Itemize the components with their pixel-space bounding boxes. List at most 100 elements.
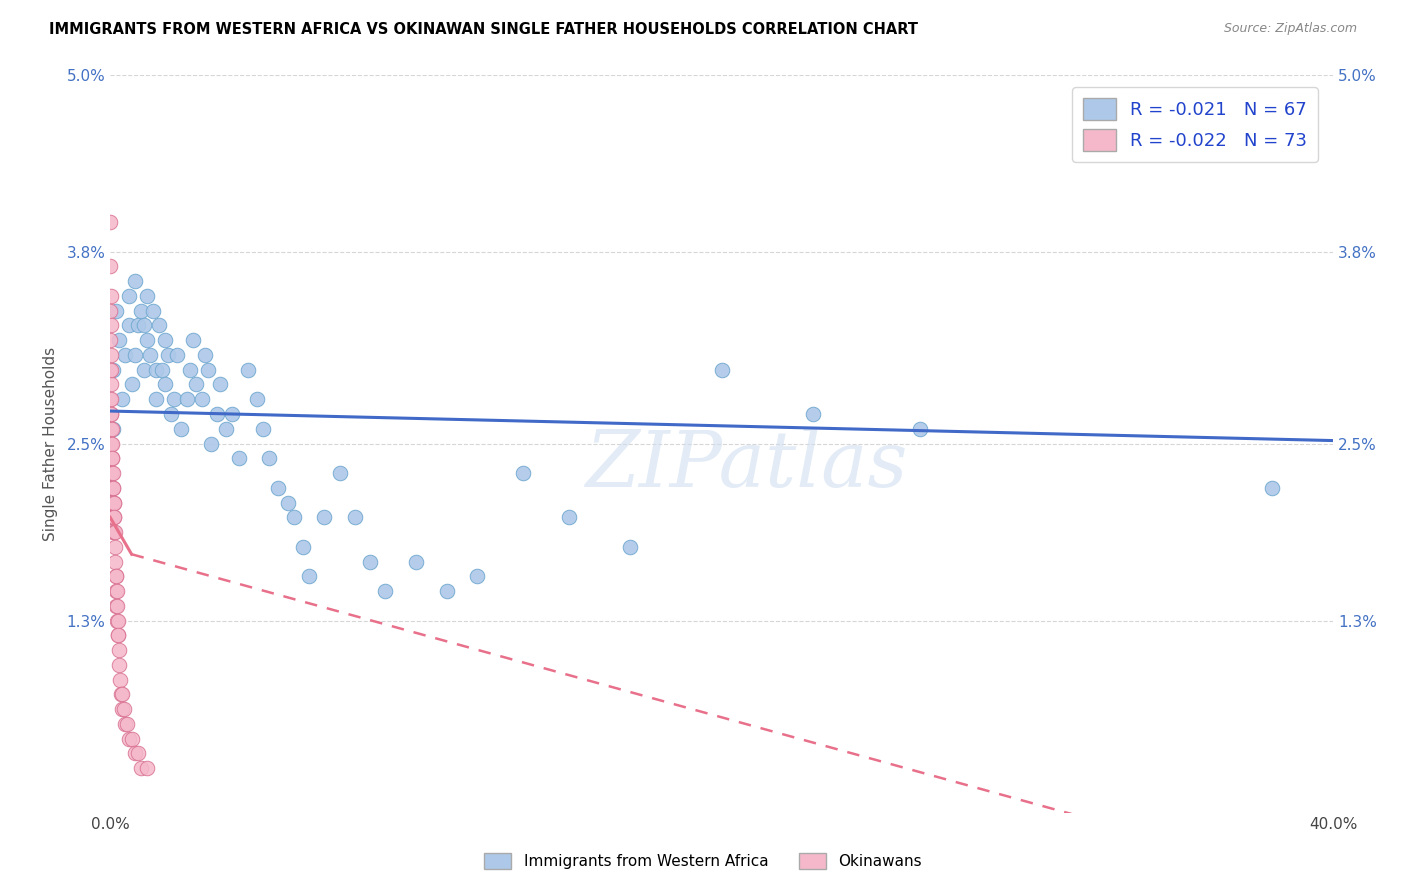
Point [100,260,122,274]
Point [101,466,124,480]
Point [100,392,122,407]
Point [104,555,127,569]
Point [111,702,134,716]
Point [100,481,122,495]
Point [246,392,269,407]
Point [512,466,534,480]
Point [145,362,167,376]
Point [103,495,125,509]
Point [252,422,274,436]
Point [100,451,122,466]
Point [283,510,305,524]
Point [103,422,125,436]
Point [101,510,124,524]
Point [197,362,219,376]
Point [200,436,222,450]
Point [228,451,250,466]
Point [558,510,581,524]
Point [129,303,152,318]
Point [100,466,122,480]
Point [132,318,155,333]
Point [100,436,122,450]
Point [121,731,143,746]
Text: ZIPatlas: ZIPatlas [585,427,907,504]
Point [150,362,173,376]
Point [103,525,125,540]
Point [100,466,122,480]
Text: Source: ZipAtlas.com: Source: ZipAtlas.com [1223,22,1357,36]
Point [100,407,122,421]
Point [291,540,314,554]
Point [276,495,298,509]
Point [105,303,128,318]
Point [100,451,122,466]
Point [101,466,124,480]
Point [405,555,427,569]
Point [105,599,128,613]
Point [267,481,290,495]
Point [191,392,214,407]
Point [105,584,128,599]
Point [209,377,232,392]
Point [105,599,128,613]
Point [103,495,125,509]
Point [145,392,167,407]
Y-axis label: Single Father Households: Single Father Households [44,346,58,541]
Point [179,362,201,376]
Point [100,348,122,362]
Point [100,333,122,347]
Point [108,333,131,347]
Point [127,747,149,761]
Point [103,525,125,540]
Point [105,584,128,599]
Point [103,495,125,509]
Point [132,362,155,376]
Point [100,422,122,436]
Point [298,569,321,583]
Point [114,717,136,731]
Point [100,451,122,466]
Point [100,407,122,421]
Point [107,628,129,642]
Point [111,392,134,407]
Point [101,451,124,466]
Point [166,348,188,362]
Point [117,318,139,333]
Point [163,392,186,407]
Point [135,761,157,775]
Point [117,731,139,746]
Point [139,348,162,362]
Point [117,289,139,303]
Point [436,584,458,599]
Point [169,422,191,436]
Point [100,510,122,524]
Point [114,348,136,362]
Point [124,274,146,288]
Point [710,362,733,376]
Point [107,628,129,642]
Point [103,362,125,376]
Point [359,555,381,569]
Point [215,422,238,436]
Point [107,614,129,628]
Point [257,451,280,466]
Point [103,510,125,524]
Point [155,333,177,347]
Point [103,510,125,524]
Point [184,377,207,392]
Point [100,362,122,376]
Point [105,569,128,583]
Point [181,333,204,347]
Point [155,377,177,392]
Point [343,510,366,524]
Point [142,303,165,318]
Point [148,318,170,333]
Point [101,436,124,450]
Point [124,747,146,761]
Point [100,436,122,450]
Point [100,481,122,495]
Point [104,525,127,540]
Point [100,318,122,333]
Point [105,614,128,628]
Point [160,407,183,421]
